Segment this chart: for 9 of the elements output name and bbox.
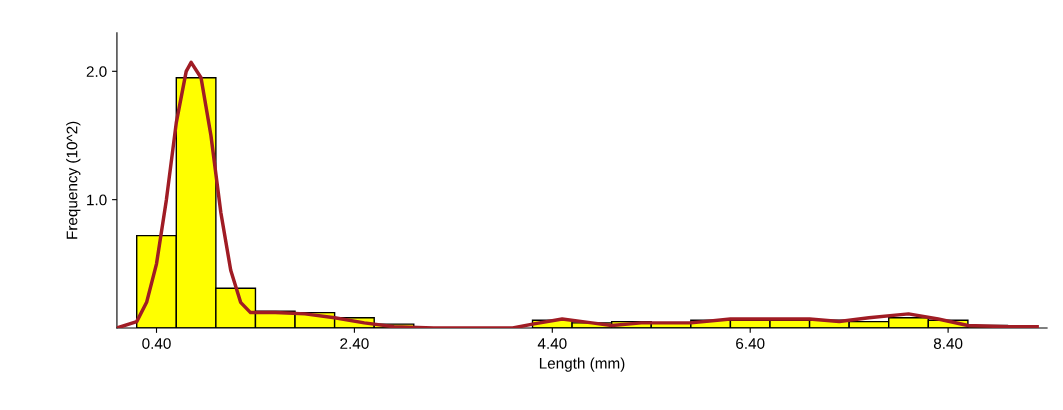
y-tick-label: 2.0 [86, 66, 107, 77]
x-axis-title: Length (mm) [539, 357, 625, 372]
x-tick-label: 2.40 [340, 338, 369, 349]
x-tick-label: 4.40 [537, 338, 567, 349]
y-tick-label: 1.0 [87, 194, 107, 206]
x-tick-label: 0.40 [142, 338, 171, 349]
x-tick-label: 8.40 [933, 338, 963, 349]
x-tick-label: 6.40 [736, 338, 765, 349]
y-axis-title: Frequency (10^2) [66, 121, 81, 239]
